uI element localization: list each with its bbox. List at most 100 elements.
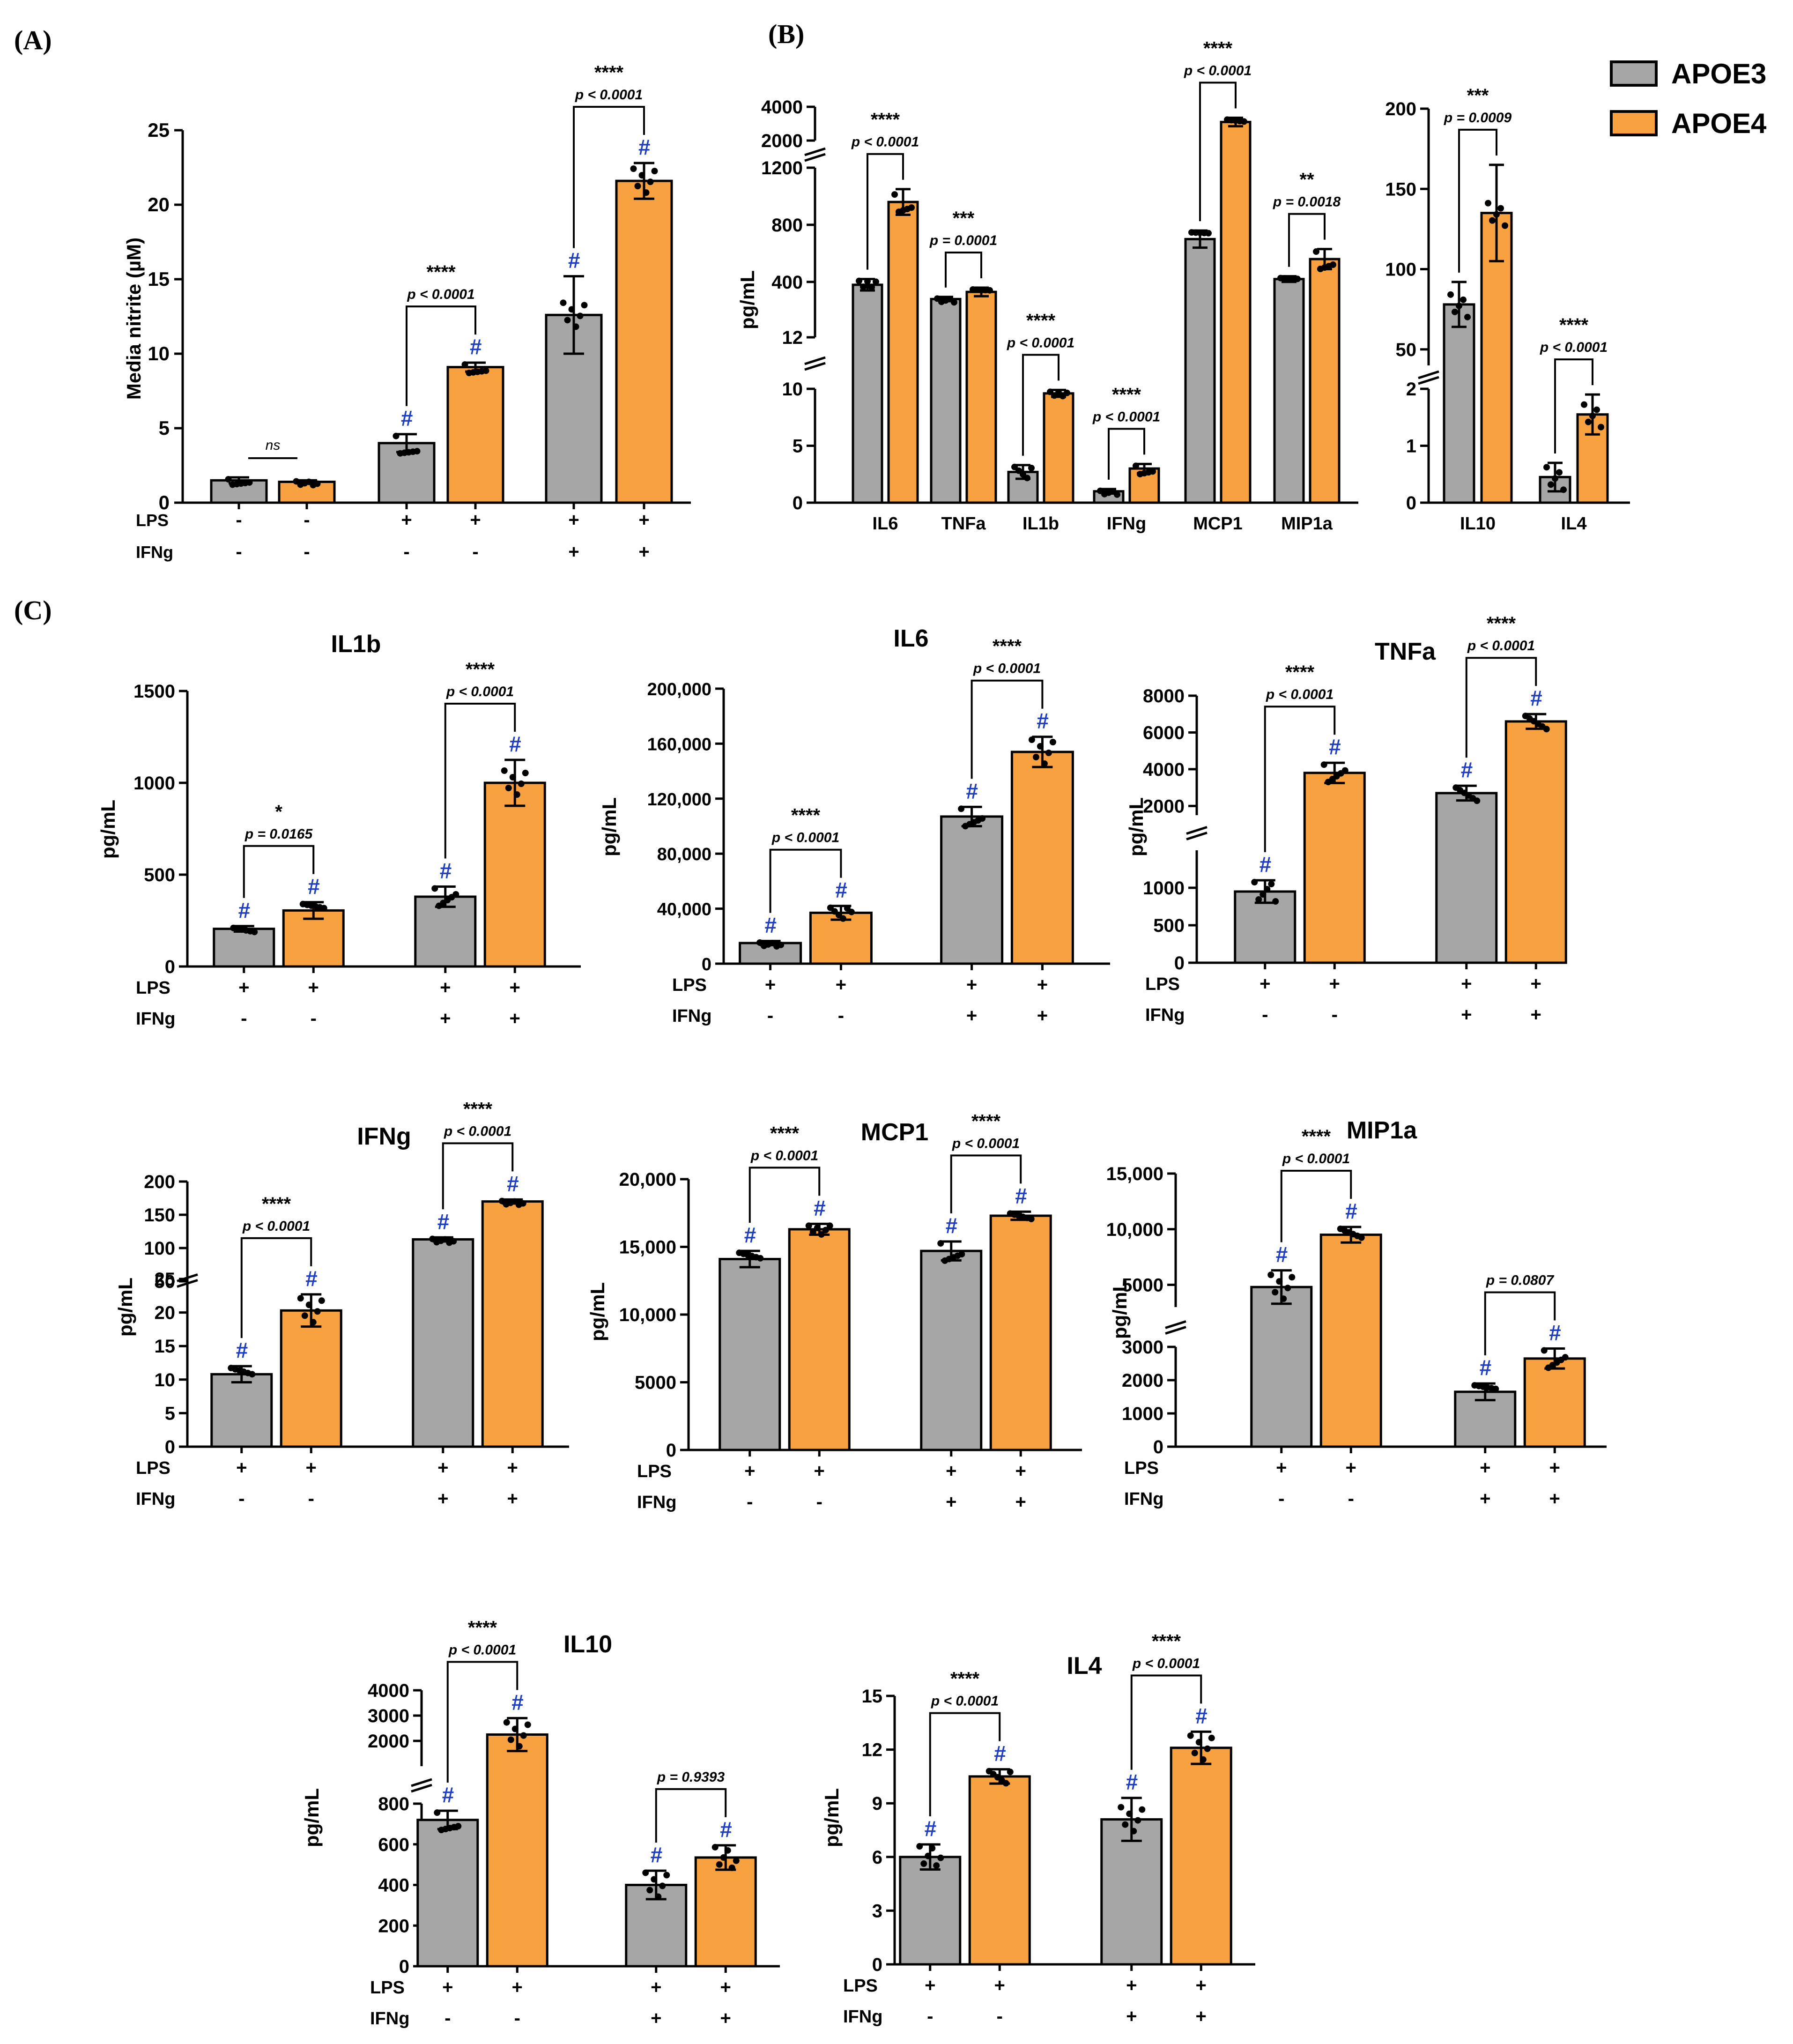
chart-il4-data-point — [1208, 1734, 1215, 1741]
chart-mip1a-bar-apoe4 — [1319, 1234, 1382, 1448]
panel-label-c: (C) — [14, 595, 52, 625]
chart-il10-title: IL10 — [563, 1631, 612, 1658]
chart-mip1a-ifng-value: + — [1480, 1488, 1490, 1509]
chart-il10-data-point — [720, 1854, 727, 1861]
chart-b1-bar-apoe4 — [1043, 392, 1074, 504]
chart-a-y-tick-label: 10 — [148, 342, 170, 364]
chart-ifng-y-tick-label: 10 — [155, 1370, 176, 1390]
chart-il1b-data-point — [452, 891, 459, 898]
chart-tnfa-y-tick-label: 0 — [1174, 953, 1185, 974]
chart-ifng-data-point — [450, 1238, 457, 1245]
chart-tnfa-data-point — [1543, 726, 1550, 733]
chart-il10-significance-stars: **** — [468, 1617, 497, 1638]
chart-tnfa-significance-stars: **** — [1285, 662, 1315, 683]
chart-mcp1-data-point — [1028, 1215, 1035, 1222]
chart-b1-bar-apoe3 — [852, 283, 883, 504]
chart-il1b-lps-value: + — [238, 977, 249, 998]
chart-il6-data-point — [1037, 743, 1044, 750]
chart-tnfa-data-point — [1268, 881, 1275, 887]
chart-tnfa-p-value: p < 0.0001 — [1266, 687, 1334, 702]
chart-tnfa-significance-bracket — [1465, 657, 1537, 758]
chart-mcp1-data-point — [757, 1255, 764, 1262]
chart-ifng-y-tick-label: 0 — [165, 1437, 175, 1457]
chart-tnfa-lps-value: + — [1260, 974, 1270, 994]
chart-il4-data-point — [1122, 1821, 1129, 1828]
chart-mcp1-significance-hash: # — [945, 1213, 957, 1238]
chart-mcp1-y-tick-label: 0 — [666, 1440, 676, 1461]
chart-b1-bar-apoe4 — [887, 201, 919, 504]
chart-mip1a-ifng-value: - — [1348, 1488, 1354, 1509]
chart-ifng-lps-value: + — [437, 1457, 448, 1478]
chart-mcp1-ifng-value: - — [747, 1492, 753, 1512]
chart-b1-p-value: p < 0.0001 — [851, 134, 919, 150]
chart-b1-data-point — [1064, 389, 1070, 396]
chart-mip1a-y-tick-label: 1000 — [1122, 1404, 1163, 1424]
chart-b1-significance-stars: ** — [1299, 170, 1314, 190]
chart-mcp1-p-value: p < 0.0001 — [952, 1136, 1020, 1151]
chart-il1b-significance-stars: **** — [466, 659, 495, 680]
chart-b2-significance-bracket — [1554, 358, 1593, 453]
chart-a-significance-hash: # — [568, 248, 580, 273]
chart-b2-data-point — [1456, 302, 1462, 309]
chart-b2-x-tick-label: IL10 — [1460, 514, 1496, 534]
chart-b2-y-tick-label: 150 — [1385, 179, 1416, 200]
chart-il4-data-point — [1002, 1780, 1009, 1787]
chart-tnfa: TNFa pg/mL 0 500 1000 2000 4000 6000 8000 # + - # + - p… — [1125, 613, 1567, 1025]
chart-mip1a-lps-label: LPS — [1124, 1458, 1159, 1478]
chart-a-lps-value: + — [638, 510, 649, 530]
chart-mip1a-data-point — [1284, 1285, 1291, 1292]
chart-il10-lps-value: + — [720, 1977, 731, 1998]
chart-il1b-title: IL1b — [331, 631, 381, 658]
chart-il1b-y-tick-label: 500 — [144, 865, 175, 885]
chart-mcp1-significance-bracket — [748, 1167, 821, 1223]
chart-mip1a-data-point — [1289, 1274, 1296, 1281]
chart-il4-data-point — [1187, 1732, 1194, 1739]
chart-il6-y-axis-label: pg/mL — [598, 797, 620, 856]
chart-tnfa-p-value: p < 0.0001 — [1467, 638, 1535, 654]
chart-tnfa-lps-label: LPS — [1145, 974, 1180, 994]
chart-il1b-y-tick-label: 1500 — [133, 681, 175, 702]
chart-il4-bar-apoe3 — [1100, 1818, 1163, 1966]
chart-b1-data-point — [1114, 491, 1120, 498]
chart-il10-data-point — [651, 1876, 658, 1883]
chart-mcp1-data-point — [809, 1229, 816, 1236]
chart-ifng-lps-value: + — [507, 1457, 518, 1478]
chart-b1-significance-bracket — [1022, 354, 1060, 456]
chart-mip1a-lps-value: + — [1346, 1457, 1356, 1478]
chart-tnfa-y-axis-label: pg/mL — [1125, 797, 1147, 856]
chart-tnfa-bar-apoe4 — [1504, 720, 1567, 964]
chart-b1-bar-apoe3 — [1184, 238, 1216, 504]
chart-b2-y-tick-label: 100 — [1385, 260, 1416, 280]
chart-il4-y-tick-label: 0 — [872, 1955, 882, 1975]
chart-il6-lps-value: + — [765, 974, 776, 995]
chart-a-lps-value: - — [304, 510, 310, 530]
chart-il4-title: IL4 — [1067, 1652, 1102, 1680]
chart-mip1a-bar-apoe3 — [1250, 1286, 1313, 1448]
chart-il6: IL6 pg/mL 0 40,000 80,000 120,000 160,000 200,0… — [598, 625, 1110, 1026]
chart-mcp1-lps-value: + — [946, 1461, 956, 1481]
chart-il10-data-point — [655, 1893, 662, 1900]
chart-b1-x-tick-label: IFNg — [1107, 514, 1146, 534]
chart-b1-bar-apoe4 — [1309, 258, 1341, 504]
chart-ifng-y-tick-label: 5 — [165, 1403, 175, 1424]
chart-il1b-significance-stars: * — [275, 802, 282, 822]
chart-il4-lps-value: + — [994, 1975, 1005, 1996]
chart-il4-y-axis-label: pg/mL — [821, 1788, 843, 1847]
chart-b1-p-value: p = 0.0001 — [929, 233, 997, 248]
chart-ifng-y-tick-label: 150 — [144, 1205, 175, 1226]
chart-il1b-ifng-label: IFNg — [136, 1009, 175, 1029]
chart-mip1a-y-tick-label: 3000 — [1122, 1337, 1163, 1358]
chart-il10-significance-hash: # — [511, 1690, 523, 1714]
chart-tnfa-significance-hash: # — [1460, 758, 1473, 782]
chart-b1-y-tick-label: 800 — [771, 215, 803, 236]
chart-mip1a-data-point — [1358, 1234, 1365, 1241]
chart-b1-data-point — [1015, 467, 1022, 474]
chart-il4-bar-apoe4 — [1170, 1747, 1232, 1966]
chart-il1b-significance-hash: # — [238, 898, 250, 922]
chart-il10-data-point — [724, 1847, 731, 1854]
chart-il6-y-tick-label: 160,000 — [647, 735, 711, 754]
chart-ifng-y-axis-label: pg/mL — [114, 1278, 136, 1337]
chart-tnfa-y-tick-label: 6000 — [1143, 722, 1185, 743]
chart-mcp1-data-point — [958, 1251, 965, 1258]
chart-b1-significance-stars: **** — [1026, 310, 1056, 331]
